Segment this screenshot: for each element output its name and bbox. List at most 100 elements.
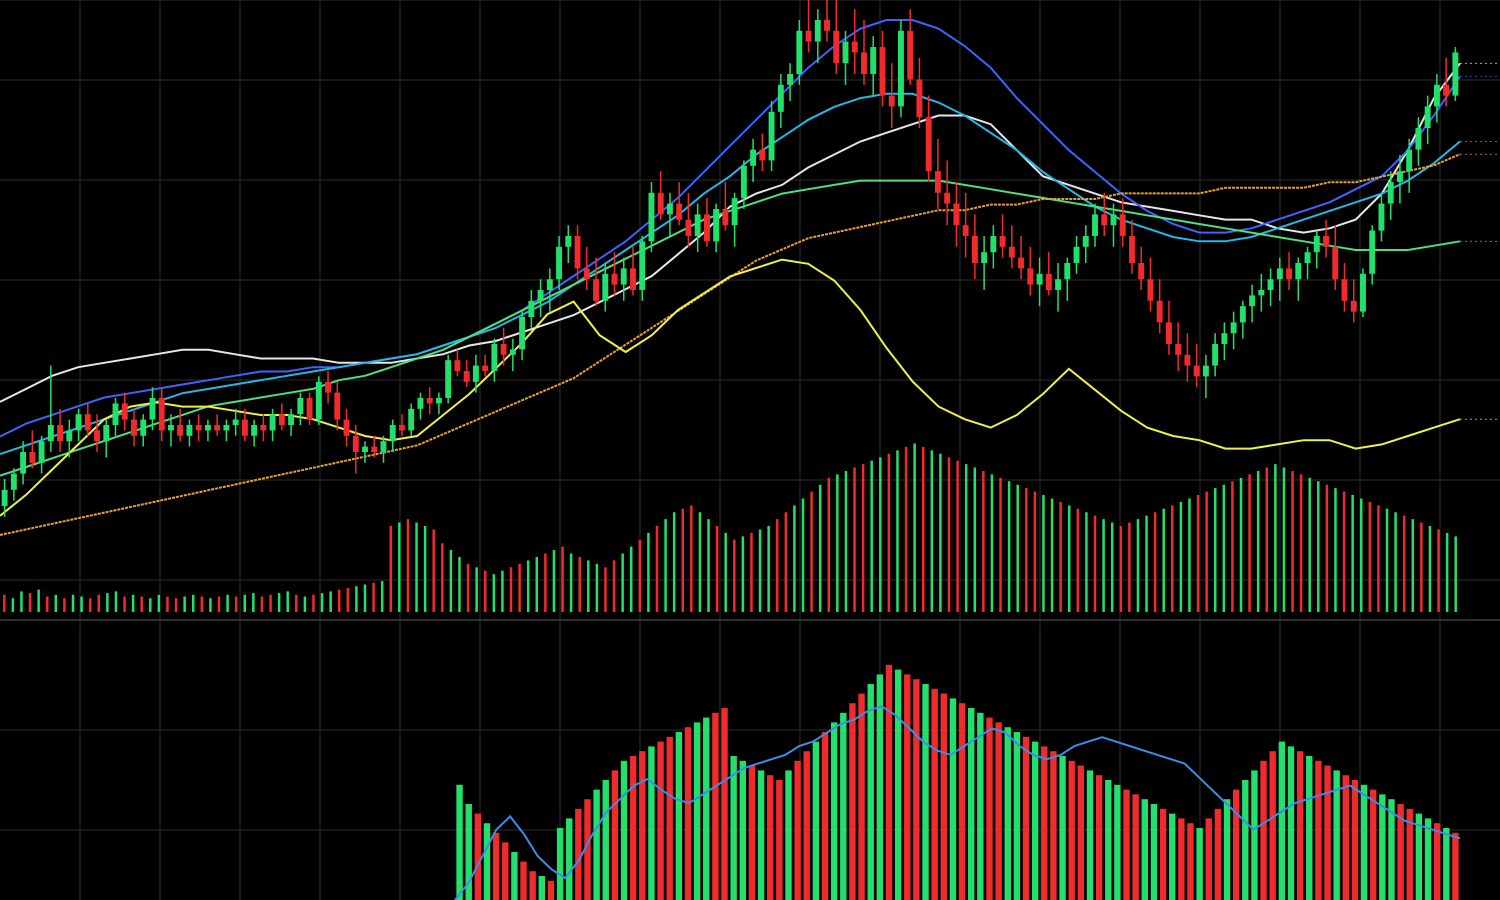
indicator-bar — [1269, 751, 1276, 900]
candle-body — [1304, 252, 1311, 263]
candle-body — [343, 419, 350, 436]
indicator-bar — [1232, 789, 1240, 900]
indicator-bar — [1196, 828, 1203, 900]
candle-body — [694, 214, 701, 236]
indicator-bar — [1169, 813, 1176, 900]
indicator-bar — [1443, 828, 1450, 900]
candle-body — [94, 430, 100, 442]
indicator-bar — [1242, 780, 1249, 900]
candle-body — [731, 198, 738, 226]
candle-body — [1036, 273, 1043, 285]
candle-body — [1360, 273, 1366, 312]
candle-body — [509, 349, 516, 355]
indicator-bar — [620, 760, 628, 900]
candle-body — [583, 268, 590, 280]
candle-body — [241, 419, 248, 436]
candle-body — [639, 241, 646, 290]
candle-body — [417, 398, 424, 409]
indicator-bar — [492, 832, 500, 900]
indicator-bar — [739, 760, 746, 900]
candle-body — [435, 398, 442, 404]
candle-body — [879, 47, 886, 96]
candle-body — [1443, 84, 1450, 96]
candle-body — [602, 273, 609, 301]
candle-body — [1249, 295, 1256, 307]
candle-body — [953, 203, 960, 226]
indicator-bar — [849, 703, 856, 900]
candle-body — [611, 273, 618, 285]
indicator-bar — [1068, 760, 1075, 900]
candle-body — [232, 419, 239, 425]
indicator-bar — [465, 804, 472, 900]
indicator-bar — [1105, 780, 1112, 900]
candle-body — [1332, 246, 1339, 280]
candle-body — [861, 52, 867, 74]
indicator-bar — [502, 842, 509, 900]
candle-body — [389, 425, 396, 442]
candle-body — [676, 203, 683, 220]
candle-body — [1202, 365, 1209, 377]
candle-body — [1193, 365, 1200, 377]
candle-body — [1175, 344, 1182, 355]
candle-body — [787, 74, 794, 85]
indicator-bar — [520, 861, 527, 900]
indicator-bar — [1205, 818, 1212, 900]
indicator-bar — [894, 669, 902, 900]
candle-body — [1055, 279, 1061, 290]
candle-body — [713, 209, 720, 242]
candle-body — [1239, 306, 1246, 323]
candle-body — [66, 430, 73, 442]
indicator-bar — [1022, 736, 1030, 900]
moving-average-line-1 — [0, 62, 1461, 403]
indicator-bar — [483, 823, 491, 900]
indicator-bar — [821, 732, 829, 900]
indicator-bar — [1324, 765, 1331, 900]
indicator-bar — [904, 674, 911, 900]
indicator-bar — [794, 760, 801, 900]
indicator-bar — [1370, 789, 1377, 900]
indicator-bar — [474, 813, 482, 900]
indicator-bar — [538, 876, 545, 900]
candle-body — [1008, 246, 1015, 258]
candle-body — [158, 398, 165, 431]
candle-body — [1350, 300, 1357, 312]
candle-body — [278, 414, 285, 425]
candle-body — [297, 398, 304, 415]
moving-average-line-2 — [0, 19, 1461, 438]
indicator-bar — [584, 799, 591, 900]
candle-body — [851, 41, 858, 53]
candle-body — [796, 30, 803, 74]
indicator-bar — [1360, 784, 1368, 900]
candle-body — [962, 225, 969, 236]
indicator-bar — [1132, 794, 1139, 900]
candle-body — [916, 79, 923, 118]
indicator-bar — [1388, 799, 1395, 900]
indicator-bar — [757, 770, 765, 900]
moving-average-line-5 — [0, 153, 1461, 536]
indicator-bar — [949, 698, 957, 900]
candle-body — [805, 30, 812, 42]
candle-body — [1045, 273, 1052, 290]
indicator-bar — [593, 789, 600, 900]
indicator-bar — [1406, 808, 1413, 900]
indicator-bar — [785, 770, 792, 900]
indicator-bar — [1452, 832, 1459, 900]
indicator-bar — [776, 780, 783, 900]
indicator-bar — [1187, 823, 1194, 900]
candle-body — [334, 392, 341, 420]
candle-body — [1156, 300, 1163, 323]
indicator-bar — [1041, 746, 1048, 900]
indicator-bar — [684, 727, 692, 900]
candle-body — [1082, 236, 1089, 247]
indicator-bar — [1059, 756, 1066, 900]
candle-body — [1064, 263, 1071, 280]
indicator-bar — [556, 828, 564, 900]
candle-body — [1138, 263, 1145, 280]
candle-body — [352, 435, 359, 452]
candle-body — [703, 214, 710, 242]
candle-body — [630, 268, 636, 290]
indicator-bar — [703, 717, 710, 900]
candle-body — [426, 398, 433, 404]
candle-body — [1406, 149, 1413, 172]
indicator-bar — [922, 684, 929, 900]
